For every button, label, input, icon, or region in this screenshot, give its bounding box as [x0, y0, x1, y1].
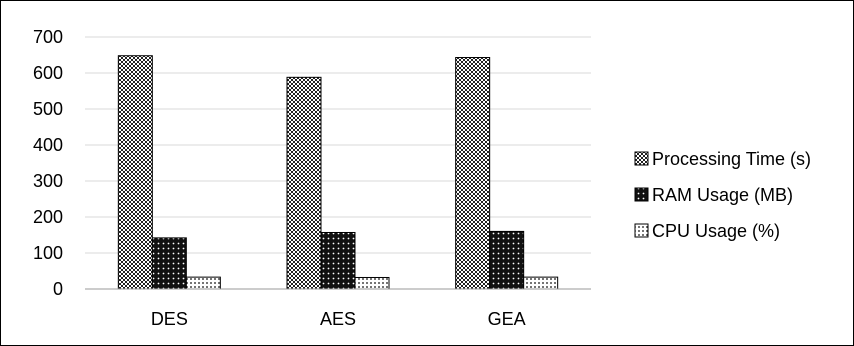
bar-aes-series-2 — [354, 276, 390, 290]
bar-gea-series-0 — [455, 57, 491, 290]
legend: Processing Time (s) RAM Usage (MB) CPU Usa… — [634, 149, 811, 241]
bar-des-series-2 — [185, 276, 221, 290]
bar-aes-series-1 — [320, 231, 356, 290]
legend-swatch — [634, 151, 649, 166]
bar-aes-series-0 — [286, 76, 322, 290]
bar-gea-series-2 — [523, 276, 559, 290]
legend-label: CPU Usage (%) — [652, 221, 780, 241]
y-tick-label: 0 — [53, 279, 63, 299]
y-tick-label: 200 — [33, 207, 63, 227]
legend-swatch — [634, 223, 649, 238]
legend-swatch — [634, 187, 649, 202]
x-tick-label: GEA — [488, 309, 526, 329]
legend-label: Processing Time (s) — [652, 149, 811, 169]
y-tick-label: 400 — [33, 135, 63, 155]
bar-des-series-0 — [117, 55, 153, 290]
legend-label: RAM Usage (MB) — [652, 185, 793, 205]
y-axis: 0 100 200 300 400 500 600 700 — [33, 27, 63, 299]
y-tick-label: 500 — [33, 99, 63, 119]
bar-gea-series-1 — [489, 230, 525, 290]
y-tick-label: 600 — [33, 63, 63, 83]
y-tick-label: 300 — [33, 171, 63, 191]
gridlines — [85, 36, 591, 254]
y-tick-label: 100 — [33, 243, 63, 263]
bar-des-series-1 — [151, 237, 187, 290]
x-tick-label: DES — [151, 309, 188, 329]
y-tick-label: 700 — [33, 27, 63, 47]
x-axis: DES AES GEA — [151, 309, 526, 329]
bars — [117, 55, 559, 290]
x-tick-label: AES — [320, 309, 356, 329]
